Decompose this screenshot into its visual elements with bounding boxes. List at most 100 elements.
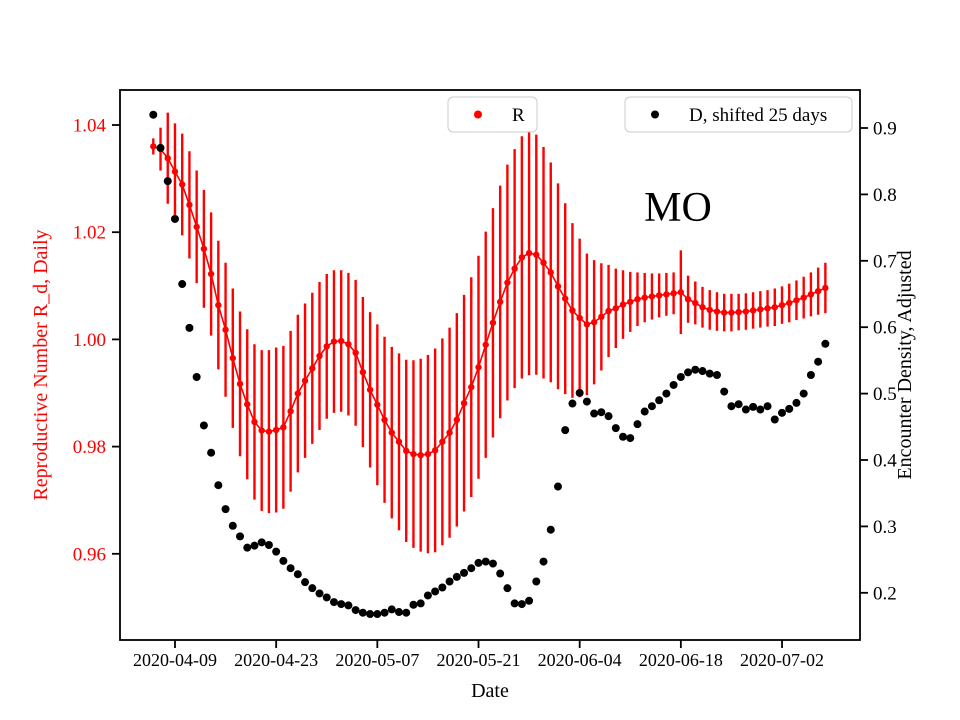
d-point bbox=[553, 482, 562, 491]
d-point bbox=[532, 577, 541, 586]
r-point bbox=[460, 399, 468, 407]
annotation-layer: Date Reproductive Number R_d, Daily Enco… bbox=[30, 96, 916, 702]
r-point bbox=[150, 143, 157, 150]
d-point bbox=[633, 420, 642, 429]
r-point bbox=[222, 326, 229, 333]
r-point bbox=[764, 305, 771, 312]
d-point bbox=[207, 448, 216, 457]
r-point bbox=[822, 284, 829, 292]
r-point bbox=[272, 426, 280, 434]
r-point bbox=[504, 279, 511, 286]
r-point bbox=[699, 304, 706, 311]
d-point bbox=[286, 564, 295, 573]
d-point bbox=[770, 415, 779, 424]
r-point bbox=[468, 383, 475, 391]
r-point bbox=[583, 321, 591, 328]
r-point bbox=[410, 450, 417, 458]
d-point bbox=[438, 583, 447, 592]
d-point bbox=[344, 601, 353, 610]
left-tick-label: 1.00 bbox=[73, 330, 106, 351]
r-point bbox=[612, 305, 619, 312]
r-point bbox=[251, 418, 258, 426]
legend-marker-icon bbox=[651, 110, 659, 119]
r-point bbox=[323, 343, 330, 350]
d-point bbox=[720, 387, 729, 396]
r-point bbox=[366, 386, 374, 393]
legend-label: D, shifted 25 days bbox=[689, 105, 827, 126]
r-point bbox=[265, 428, 273, 435]
d-point bbox=[149, 110, 158, 119]
r-point bbox=[735, 308, 742, 316]
d-point bbox=[575, 388, 584, 397]
axes-layer: 1.04 1.02 1.00 0.98 0.96 0.9 0.8 0.7 0.6 0.5 0.4 0.… bbox=[73, 89, 897, 670]
r-point bbox=[619, 301, 627, 308]
r-point bbox=[352, 349, 359, 356]
r-point bbox=[171, 168, 179, 175]
right-tick-label: 0.9 bbox=[873, 119, 897, 140]
r-point bbox=[786, 299, 793, 307]
r-point bbox=[641, 294, 648, 301]
d-point bbox=[163, 177, 172, 186]
d-point bbox=[185, 323, 194, 332]
r-point bbox=[200, 245, 208, 253]
r-point bbox=[193, 223, 200, 231]
r-point bbox=[648, 293, 656, 300]
x-tick-label: 2020-04-09 bbox=[133, 650, 217, 670]
d-point bbox=[329, 598, 338, 607]
d-point bbox=[416, 599, 425, 608]
r-point bbox=[576, 314, 583, 322]
r-point bbox=[294, 390, 302, 397]
right-tick-label: 0.4 bbox=[873, 451, 897, 472]
r-point bbox=[309, 365, 316, 372]
d-point bbox=[676, 373, 685, 381]
r-point bbox=[417, 451, 424, 459]
r-point bbox=[186, 201, 193, 209]
d-point bbox=[561, 426, 570, 435]
d-point bbox=[474, 558, 483, 567]
d-point bbox=[279, 556, 288, 565]
left-tick-label: 1.02 bbox=[73, 223, 106, 244]
r-point bbox=[301, 377, 309, 384]
r-point bbox=[280, 424, 287, 431]
r-point bbox=[728, 309, 735, 316]
r-point bbox=[540, 259, 547, 266]
x-tick-label: 2020-06-18 bbox=[639, 650, 723, 670]
right-y-axis-label: Encounter Density, Adjusted bbox=[894, 250, 916, 479]
d-point bbox=[452, 572, 461, 581]
r-point bbox=[229, 354, 236, 362]
d-point bbox=[749, 402, 758, 411]
r-point bbox=[800, 294, 807, 301]
d-point bbox=[763, 402, 772, 411]
r-point bbox=[424, 450, 432, 458]
d-point bbox=[669, 380, 678, 389]
d-point bbox=[604, 412, 613, 421]
d-point bbox=[568, 399, 577, 408]
d-point bbox=[792, 398, 801, 407]
right-tick-label: 0.7 bbox=[873, 251, 897, 272]
d-point bbox=[293, 570, 302, 579]
r-point bbox=[381, 416, 388, 423]
d-point bbox=[626, 434, 635, 443]
r-point bbox=[706, 306, 713, 314]
d-point bbox=[814, 357, 823, 366]
d-point bbox=[734, 400, 743, 409]
d-point bbox=[156, 143, 165, 152]
r-point bbox=[388, 429, 395, 436]
d-point bbox=[799, 389, 808, 398]
d-point bbox=[611, 424, 620, 433]
right-tick-label: 0.5 bbox=[873, 384, 897, 405]
r-point bbox=[742, 308, 750, 315]
r-point bbox=[525, 249, 533, 257]
d-point bbox=[402, 608, 411, 617]
x-tick-label: 2020-06-04 bbox=[538, 650, 622, 670]
d-point bbox=[705, 369, 714, 378]
r-point bbox=[337, 337, 345, 345]
r-point bbox=[439, 438, 446, 445]
d-point bbox=[539, 557, 548, 566]
right-tick-label: 0.8 bbox=[873, 185, 897, 206]
d-point bbox=[821, 339, 830, 348]
d-point bbox=[272, 547, 281, 556]
r-point bbox=[634, 296, 641, 303]
d-point bbox=[250, 541, 259, 550]
